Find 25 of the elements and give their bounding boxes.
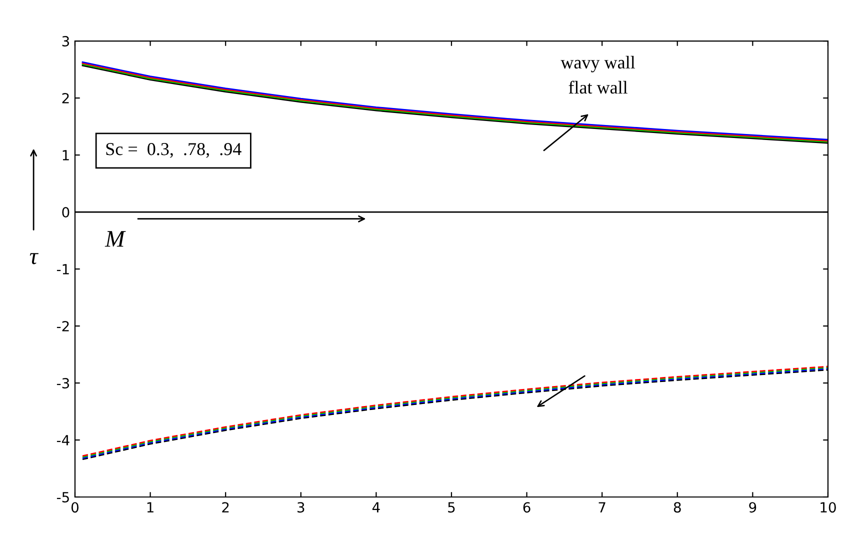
y-tick-label: -5 xyxy=(56,492,69,502)
x-tick-label: 3 xyxy=(298,502,304,513)
annotation: flat wall xyxy=(568,80,628,94)
x-tick-label: 9 xyxy=(749,502,756,513)
y-axis-title: τ xyxy=(30,253,39,264)
y-tick-label: 2 xyxy=(62,92,69,104)
y-tick-label: -3 xyxy=(56,378,70,388)
x-tick-label: 0 xyxy=(71,502,78,513)
x-tick-label: 4 xyxy=(372,502,380,512)
y-tick-label: 1 xyxy=(62,150,69,160)
x-axis-title: M xyxy=(104,231,126,247)
annotation: wavy wall xyxy=(560,56,636,72)
x-tick-label: 1 xyxy=(147,502,154,512)
y-tick-label: 0 xyxy=(62,206,70,218)
x-tick-label: 5 xyxy=(448,502,455,513)
y-tick-label: -4 xyxy=(56,435,70,446)
x-tick-label: 2 xyxy=(222,502,229,512)
x-tick-label: 6 xyxy=(523,502,530,513)
y-tick-label: -1 xyxy=(56,264,69,274)
x-tick-label: 8 xyxy=(674,502,681,513)
annotation: Sc = 0.3, .78, .94 xyxy=(106,143,242,158)
y-tick-label: -2 xyxy=(56,320,69,332)
x-tick-label: 10 xyxy=(820,502,836,513)
x-tick-label: 7 xyxy=(598,502,606,512)
y-tick-label: 3 xyxy=(62,36,70,46)
